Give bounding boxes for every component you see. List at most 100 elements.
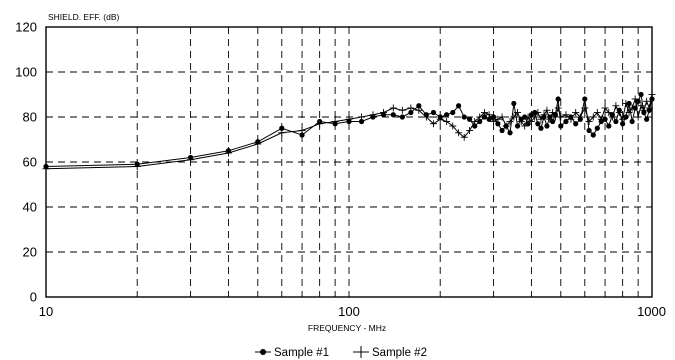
data-point: [514, 109, 522, 116]
legend-item-sample-2: Sample #2: [353, 346, 427, 359]
data-point: [563, 118, 569, 125]
data-point: [606, 123, 612, 129]
data-point: [549, 109, 557, 116]
data-point: [486, 116, 492, 122]
data-point: [389, 104, 397, 112]
data-point: [187, 156, 195, 164]
data-point: [524, 113, 532, 121]
data-point: [510, 113, 518, 121]
data-point: [466, 127, 474, 134]
data-point: [443, 118, 451, 125]
y-tick-label: 0: [30, 290, 37, 305]
data-point: [585, 118, 593, 125]
data-point: [644, 116, 650, 122]
data-point: [640, 106, 648, 114]
data-point: [398, 106, 406, 114]
data-point: [316, 120, 324, 128]
data-point: [466, 116, 473, 122]
data-point: [576, 113, 584, 121]
data-point: [461, 114, 467, 120]
data-point: [637, 102, 645, 110]
data-point: [625, 109, 633, 116]
legend-label-sample-1: Sample #1: [274, 347, 329, 359]
data-point: [490, 118, 498, 125]
data-point: [554, 104, 562, 112]
data-point: [615, 109, 623, 116]
data-point: [449, 122, 457, 130]
y-tick-label: 60: [23, 155, 37, 170]
data-point: [635, 98, 641, 104]
data-point: [550, 118, 556, 125]
data-point: [511, 100, 517, 107]
data-point: [278, 129, 286, 137]
data-point: [535, 121, 541, 127]
data-point: [436, 115, 444, 123]
data-point: [279, 125, 285, 131]
x-tick-label: 1000: [637, 304, 666, 319]
data-point: [582, 96, 588, 102]
data-point: [594, 125, 600, 131]
data-point: [619, 115, 627, 123]
data-point: [593, 109, 601, 116]
data-point: [415, 106, 423, 114]
data-point: [613, 118, 619, 125]
data-point: [416, 103, 422, 109]
data-point: [331, 118, 339, 125]
data-point: [444, 112, 450, 118]
data-point: [567, 115, 575, 123]
data-point: [481, 114, 488, 120]
data-point: [485, 111, 493, 119]
data-point: [525, 121, 531, 127]
data-point: [612, 102, 620, 110]
data-point: [602, 116, 608, 122]
data-point: [543, 106, 551, 114]
data-point: [456, 103, 462, 109]
data-point: [299, 132, 305, 138]
data-point: [477, 118, 483, 125]
data-point: [589, 113, 597, 121]
data-point: [643, 97, 651, 105]
data-point: [390, 112, 396, 118]
data-point: [605, 109, 613, 116]
data-point: [555, 96, 561, 102]
data-point: [407, 104, 415, 112]
data-point: [590, 132, 596, 138]
data-point: [581, 104, 589, 112]
legend: Sample #1 Sample #2: [255, 346, 427, 359]
data-point: [558, 123, 564, 129]
data-point: [631, 95, 639, 103]
data-point: [634, 113, 642, 121]
data-point: [628, 104, 636, 112]
data-point: [380, 109, 388, 116]
data-point: [544, 123, 550, 129]
data-point: [521, 122, 529, 130]
data-point: [495, 121, 501, 127]
data-point: [573, 121, 579, 127]
legend-item-sample-1: Sample #1: [255, 347, 329, 359]
data-point: [450, 109, 456, 116]
data-point: [506, 118, 514, 125]
data-point: [471, 118, 479, 125]
data-point: [562, 111, 570, 119]
y-tick-labels: 0 20 40 60 80 100 120: [15, 20, 37, 305]
data-point: [507, 130, 513, 136]
data-point: [538, 125, 544, 131]
data-point: [133, 163, 141, 170]
legend-label-sample-2: Sample #2: [372, 347, 427, 359]
y-tick-label: 120: [15, 20, 37, 35]
data-point: [546, 115, 554, 123]
data-point: [608, 113, 616, 121]
data-point: [623, 114, 629, 120]
data-point: [298, 127, 306, 134]
x-tick-labels: 10 100 1000: [39, 304, 666, 319]
data-point: [540, 111, 548, 119]
data-point: [254, 140, 262, 148]
data-point: [358, 118, 365, 125]
data-point: [572, 109, 580, 116]
data-point: [586, 127, 592, 134]
data-point: [480, 109, 488, 116]
data-point: [369, 111, 377, 119]
data-point: [429, 120, 437, 128]
data-point: [557, 113, 565, 121]
